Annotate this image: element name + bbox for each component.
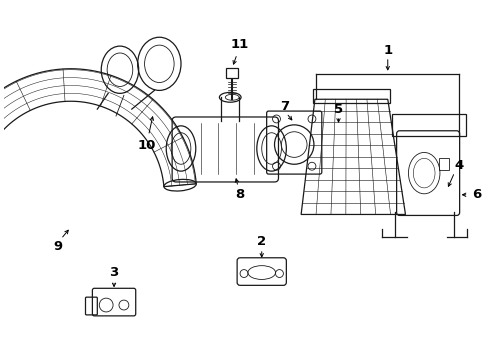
Text: 6: 6 bbox=[472, 188, 481, 201]
Text: 8: 8 bbox=[236, 188, 245, 201]
Text: 5: 5 bbox=[334, 103, 343, 116]
Text: 7: 7 bbox=[280, 100, 289, 113]
Text: 2: 2 bbox=[257, 235, 266, 248]
Text: 3: 3 bbox=[109, 266, 119, 279]
Text: 1: 1 bbox=[383, 44, 392, 57]
Text: 4: 4 bbox=[454, 159, 463, 172]
Text: 9: 9 bbox=[53, 240, 63, 253]
Text: 10: 10 bbox=[137, 139, 156, 152]
Bar bbox=[439, 158, 449, 170]
Text: 11: 11 bbox=[231, 38, 249, 51]
